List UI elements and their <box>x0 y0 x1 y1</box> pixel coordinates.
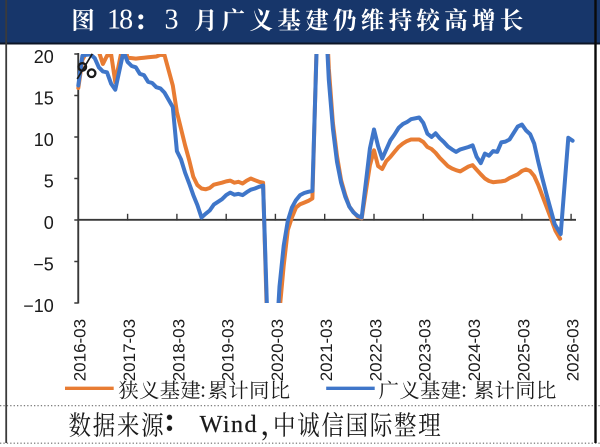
svg-text:2020-03: 2020-03 <box>268 319 287 381</box>
svg-text:2026-03: 2026-03 <box>564 319 583 381</box>
svg-text:−10: −10 <box>23 296 54 316</box>
svg-text:2017-03: 2017-03 <box>120 319 139 381</box>
svg-text:2023-03: 2023-03 <box>416 319 435 381</box>
svg-text:3: 3 <box>165 5 179 36</box>
svg-text:18: 18 <box>107 5 132 36</box>
svg-text:10: 10 <box>34 130 54 150</box>
svg-text:2018-03: 2018-03 <box>169 319 188 381</box>
svg-text:2022-03: 2022-03 <box>366 319 385 381</box>
svg-text:15: 15 <box>34 89 54 109</box>
svg-text:2021-03: 2021-03 <box>317 319 336 381</box>
svg-text:Wind: Wind <box>200 411 258 438</box>
svg-text:5: 5 <box>44 172 54 192</box>
svg-text:2019-03: 2019-03 <box>219 319 238 381</box>
svg-text:20: 20 <box>34 47 54 67</box>
svg-text:2016-03: 2016-03 <box>71 319 90 381</box>
svg-text:2025-03: 2025-03 <box>514 319 533 381</box>
svg-text:−5: −5 <box>33 255 54 275</box>
svg-text:2024-03: 2024-03 <box>465 319 484 381</box>
svg-text:0: 0 <box>44 213 54 233</box>
